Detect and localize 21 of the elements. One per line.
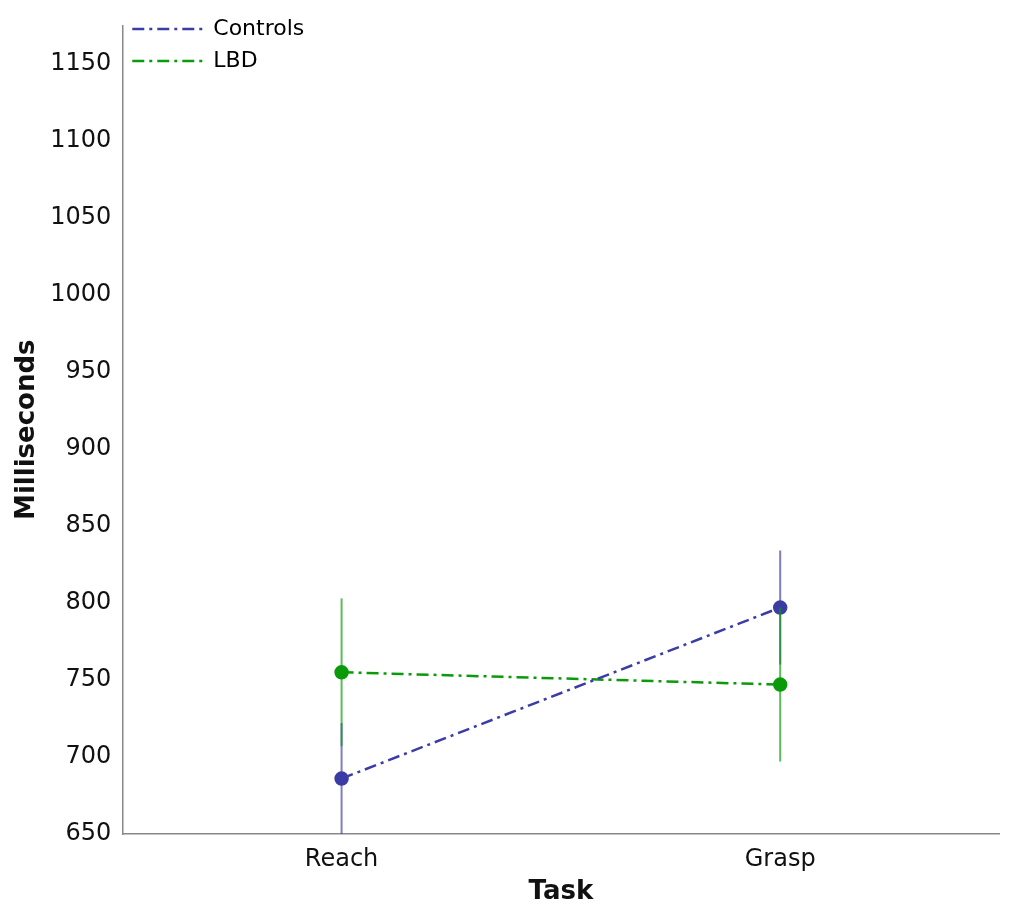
y-tick-label: 750 bbox=[65, 664, 112, 693]
y-tick-label: 950 bbox=[65, 356, 112, 385]
x-axis-title: Task bbox=[528, 875, 594, 906]
y-tick-label: 800 bbox=[65, 587, 112, 616]
y-tick-label: 850 bbox=[65, 510, 112, 539]
legend-label: Controls bbox=[213, 14, 305, 40]
point bbox=[334, 665, 349, 680]
y-axis-title: Milliseconds bbox=[10, 339, 41, 520]
y-tick-label: 1050 bbox=[50, 202, 112, 231]
point bbox=[772, 600, 788, 615]
point bbox=[772, 677, 788, 692]
y-tick-label: 1000 bbox=[50, 279, 112, 308]
y-tick-label: 650 bbox=[65, 818, 112, 847]
y-tick-label: 700 bbox=[65, 741, 112, 770]
y-tick-label: 1150 bbox=[50, 48, 112, 77]
y-tick-label: 1100 bbox=[50, 125, 112, 154]
legend-label: LBD bbox=[213, 46, 258, 72]
x-tick-label: Grasp bbox=[744, 843, 816, 872]
y-tick-label: 900 bbox=[65, 433, 112, 462]
x-tick-label: Reach bbox=[304, 843, 379, 872]
point bbox=[334, 771, 349, 786]
